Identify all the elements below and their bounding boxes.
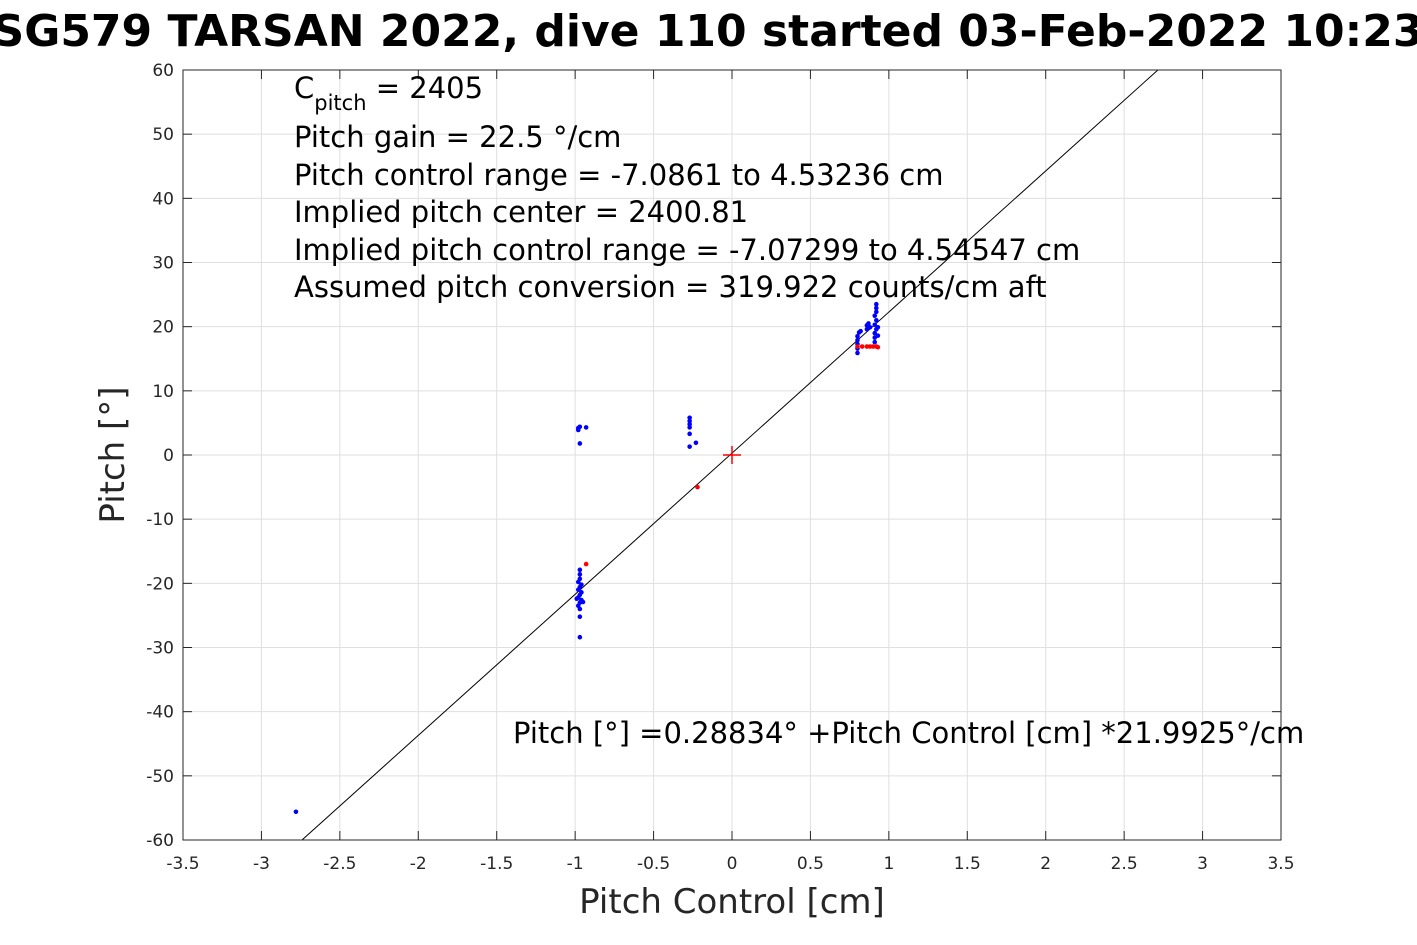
y-tick-label: 40 xyxy=(152,189,174,209)
x-tick-label: 3.5 xyxy=(1267,854,1294,874)
y-axis-label: Pitch [°] xyxy=(93,386,133,523)
data-point-blue xyxy=(858,328,863,334)
fit-equation-label: Pitch [°] =0.28834° +Pitch Control [cm] … xyxy=(513,716,1304,750)
annotation-pitch-conversion: Assumed pitch conversion = 319.922 count… xyxy=(294,270,1047,304)
y-tick-label: -20 xyxy=(146,574,174,594)
data-point-blue xyxy=(577,572,583,577)
data-point-blue xyxy=(579,590,584,595)
data-points xyxy=(293,301,881,815)
center-marker-layer xyxy=(723,446,741,464)
x-tick-label: -3.5 xyxy=(166,854,199,874)
y-tick-label: 30 xyxy=(152,254,174,274)
annotation-implied-control-range: Implied pitch control range = -7.07299 t… xyxy=(294,233,1080,267)
data-point-blue xyxy=(867,325,873,330)
data-point-red xyxy=(859,344,865,349)
x-tick-label: 2.5 xyxy=(1111,854,1138,874)
c-pitch-subscript: pitch xyxy=(314,91,366,115)
chart-title: SG579 TARSAN 2022, dive 110 started 03-F… xyxy=(0,6,1417,57)
x-tick-label: 1 xyxy=(883,854,894,874)
y-tick-label: -50 xyxy=(146,767,174,787)
data-point-blue xyxy=(687,418,692,424)
data-point-blue xyxy=(693,440,699,446)
data-point-blue xyxy=(872,330,878,336)
data-point-blue xyxy=(687,431,692,437)
data-point-blue xyxy=(577,614,583,619)
y-tick-label: 60 xyxy=(152,61,174,81)
data-point-blue xyxy=(687,425,692,430)
data-point-blue xyxy=(577,424,583,430)
x-tick-label: -1 xyxy=(567,854,584,874)
data-point-blue xyxy=(875,325,881,330)
data-point-blue xyxy=(866,321,871,326)
y-tick-label: -40 xyxy=(146,703,174,723)
annotation-pitch-control-range: Pitch control range = -7.0861 to 4.53236… xyxy=(294,158,943,192)
x-tick-label: 0.5 xyxy=(797,854,824,874)
y-tick-label: 0 xyxy=(163,446,174,466)
y-tick-label: 20 xyxy=(152,318,174,338)
data-point-blue xyxy=(874,309,879,315)
x-tick-label: -3 xyxy=(253,854,270,874)
c-pitch-symbol: C xyxy=(294,71,314,105)
x-tick-label: 0 xyxy=(727,854,738,874)
data-point-blue xyxy=(579,582,584,587)
x-tick-label: -1.5 xyxy=(480,854,513,874)
data-point-blue xyxy=(293,809,299,815)
data-point-blue xyxy=(577,441,583,446)
data-point-blue xyxy=(577,634,583,640)
y-tick-label: -10 xyxy=(146,510,174,530)
grid-lines xyxy=(182,69,1282,841)
x-tick-label: 2 xyxy=(1040,854,1051,874)
y-tick-label: 50 xyxy=(152,125,174,145)
data-point-red xyxy=(695,484,700,490)
x-tick-label: 3 xyxy=(1197,854,1208,874)
data-point-blue xyxy=(875,333,881,338)
annotation-pitch-gain: Pitch gain = 22.5 °/cm xyxy=(294,120,621,154)
data-point-blue xyxy=(872,339,878,345)
x-tick-label: -2 xyxy=(410,854,427,874)
data-point-blue xyxy=(687,444,692,449)
data-point-blue xyxy=(872,313,878,319)
x-axis-label: Pitch Control [cm] xyxy=(579,882,885,922)
data-point-blue xyxy=(580,599,586,605)
annotation-implied-pitch-center: Implied pitch center = 2400.81 xyxy=(294,195,748,229)
y-tick-label: -30 xyxy=(146,639,174,659)
data-point-blue xyxy=(855,337,860,343)
axis-ticks: -3.5 -3 -2.5 -2 -1.5 -1 -0.5 0 0.5 1 1.5 2 2.5 3 3.5 -6… xyxy=(146,61,1294,874)
data-point-red xyxy=(583,561,589,567)
data-point-blue xyxy=(872,322,878,328)
x-tick-label: -2.5 xyxy=(323,854,356,874)
data-point-red xyxy=(855,344,860,349)
annotation-c-pitch: Cpitch = 2405 xyxy=(294,71,483,115)
data-point-blue xyxy=(855,333,860,339)
data-point-blue xyxy=(874,301,879,307)
data-point-red xyxy=(875,344,881,350)
c-pitch-value: = 2405 xyxy=(367,71,484,105)
data-point-blue xyxy=(577,567,583,573)
data-point-blue xyxy=(687,421,692,427)
data-point-blue xyxy=(574,596,580,602)
x-tick-label: -0.5 xyxy=(637,854,670,874)
data-point-blue xyxy=(855,350,860,356)
y-tick-label: 10 xyxy=(152,382,174,402)
data-point-blue xyxy=(583,425,589,430)
annotation-block: Cpitch = 2405 Pitch gain = 22.5 °/cm Pit… xyxy=(294,71,1304,750)
data-point-blue xyxy=(874,317,879,323)
data-point-blue xyxy=(874,305,879,311)
data-point-blue xyxy=(687,415,692,421)
y-tick-label: -60 xyxy=(146,831,174,851)
x-tick-label: 1.5 xyxy=(954,854,981,874)
data-point-blue xyxy=(577,576,583,582)
